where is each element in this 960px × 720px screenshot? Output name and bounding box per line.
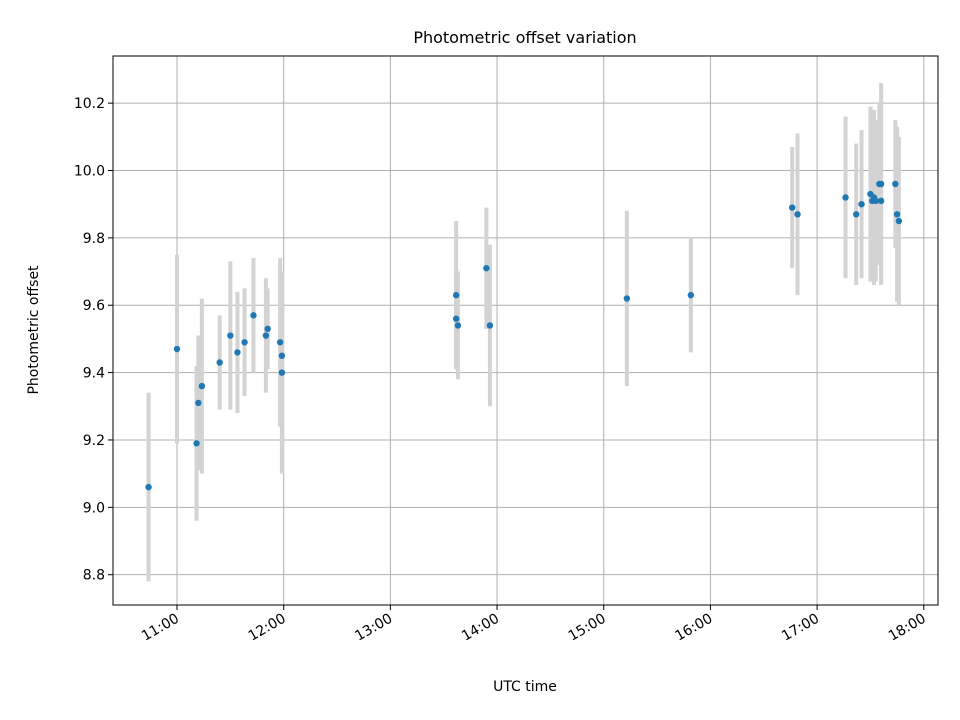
data-point: [278, 369, 286, 376]
data-point: [794, 211, 801, 218]
x-axis-label: UTC time: [493, 679, 557, 695]
y-axis-label: Photometric offset: [26, 265, 42, 395]
data-point: [858, 200, 865, 208]
data-point: [853, 211, 860, 218]
data-point: [276, 339, 284, 346]
data-point: [483, 264, 490, 272]
y-tick-label: 9.6: [83, 298, 105, 314]
data-point: [872, 197, 879, 205]
data-point: [486, 322, 494, 329]
data-point: [895, 217, 903, 225]
data-point: [234, 349, 241, 356]
data-point: [789, 204, 796, 211]
y-tick-label: 9.2: [83, 433, 105, 449]
data-point: [892, 180, 899, 188]
plot-frame: [112, 55, 939, 606]
data-point: [264, 325, 271, 333]
data-point: [193, 440, 200, 447]
data-point: [227, 332, 234, 339]
data-point: [278, 352, 286, 359]
grid: [113, 56, 938, 605]
y-tick-label: 10.0: [74, 164, 105, 180]
y-tick-label: 8.8: [83, 568, 105, 584]
data-point: [877, 197, 885, 205]
data-point: [241, 339, 248, 346]
data-point: [145, 483, 152, 491]
y-tick-label: 9.4: [83, 366, 105, 382]
data-point: [842, 194, 849, 201]
data-point: [216, 359, 223, 366]
data-point: [250, 312, 257, 319]
data-point: [452, 315, 460, 322]
data-point: [173, 345, 181, 353]
chart-title: Photometric offset variation: [413, 28, 636, 47]
data-points: [145, 180, 903, 491]
data-point: [623, 295, 631, 302]
data-point: [687, 291, 695, 299]
data-point: [195, 399, 202, 407]
y-tick-label: 9.0: [83, 500, 105, 516]
y-tick-label: 10.2: [74, 96, 105, 112]
data-point: [893, 211, 901, 218]
data-point: [877, 180, 885, 188]
y-tick-label: 9.8: [83, 231, 105, 247]
data-point: [262, 332, 270, 339]
data-point: [198, 382, 206, 390]
data-point: [452, 291, 460, 299]
data-point: [454, 322, 462, 329]
